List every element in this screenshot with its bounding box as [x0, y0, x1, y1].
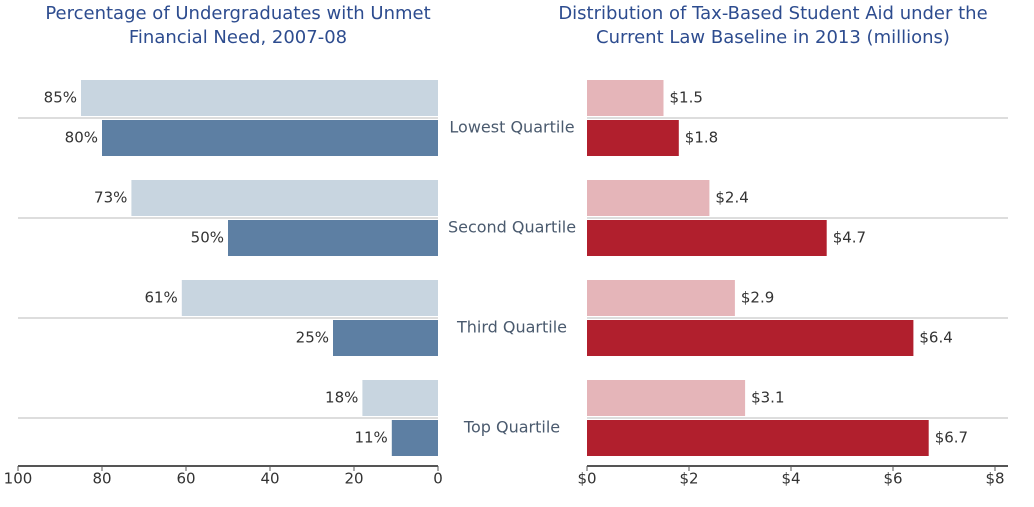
bar: [102, 120, 438, 156]
right-title: Distribution of Tax-Based Student Aid un…: [558, 3, 988, 48]
value-label: 61%: [144, 289, 177, 307]
x-tick-label: 100: [4, 470, 33, 488]
category-label: Lowest Quartile: [449, 118, 574, 137]
value-label: 18%: [325, 389, 358, 407]
bar: [333, 320, 438, 356]
bar: [391, 420, 438, 456]
bar: [587, 420, 929, 456]
x-tick-label: $0: [577, 470, 596, 488]
bar: [587, 120, 679, 156]
bar: [587, 280, 735, 316]
x-tick-label: 0: [433, 470, 443, 488]
value-label: $2.9: [741, 289, 774, 307]
bar: [587, 320, 914, 356]
x-tick-label: $2: [679, 470, 698, 488]
bar: [587, 80, 664, 116]
value-label: 50%: [191, 229, 224, 247]
bar: [587, 380, 746, 416]
bar: [181, 280, 439, 316]
bar: [81, 80, 438, 116]
bar: [228, 220, 438, 256]
value-label: $1.5: [670, 89, 703, 107]
value-label: 25%: [296, 329, 329, 347]
value-label: $1.8: [685, 129, 718, 147]
value-label: $2.4: [715, 189, 748, 207]
value-label: $3.1: [751, 389, 784, 407]
value-label: 73%: [94, 189, 127, 207]
left-title: Percentage of Undergraduates with Unmet …: [45, 3, 431, 48]
category-label: Top Quartile: [463, 418, 560, 437]
bar: [587, 220, 827, 256]
bar: [131, 180, 438, 216]
bar: [362, 380, 438, 416]
x-tick-label: 80: [92, 470, 111, 488]
value-label: $6.4: [919, 329, 952, 347]
x-tick-label: 60: [176, 470, 195, 488]
x-tick-label: $8: [985, 470, 1004, 488]
category-label: Second Quartile: [448, 218, 576, 237]
value-label: $4.7: [833, 229, 866, 247]
x-tick-label: 40: [260, 470, 279, 488]
value-label: 11%: [354, 429, 387, 447]
category-label: Third Quartile: [456, 318, 567, 337]
value-label: $6.7: [935, 429, 968, 447]
value-label: 85%: [44, 89, 77, 107]
x-tick-label: $4: [781, 470, 800, 488]
x-tick-label: 20: [344, 470, 363, 488]
value-label: 80%: [65, 129, 98, 147]
x-tick-label: $6: [883, 470, 902, 488]
bar: [587, 180, 710, 216]
